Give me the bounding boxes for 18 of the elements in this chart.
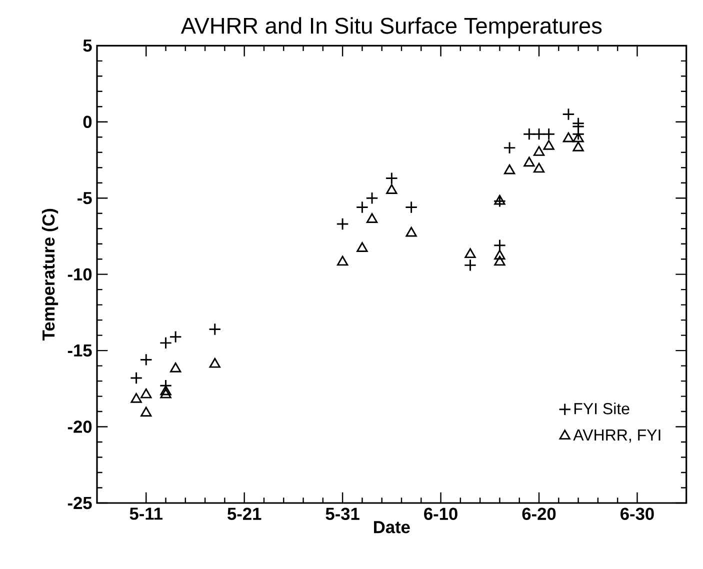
x-tick-label: 5-11 (130, 508, 162, 520)
x-tick-label: 6-30 (620, 508, 654, 520)
x-axis-title: Date (374, 521, 410, 534)
y-tick-label: -10 (68, 268, 92, 280)
y-axis-title: Temperature (C) (42, 208, 58, 340)
y-tick-label: -25 (68, 496, 92, 510)
x-tick-label: 5-21 (228, 508, 262, 520)
y-tick-label: 0 (83, 116, 92, 128)
y-tick-label: -15 (68, 344, 92, 357)
legend-label: FYI Site (574, 402, 630, 414)
x-tick-label: 6-10 (424, 508, 458, 520)
x-tick-label: 5-31 (326, 508, 360, 520)
chart-title: AVHRR and In Situ Surface Temperatures (180, 17, 602, 38)
x-tick-label: 6-20 (522, 508, 556, 520)
y-tick-label: -5 (78, 192, 92, 204)
legend-label: AVHRR, FYI (573, 430, 660, 443)
y-tick-label: -20 (68, 420, 92, 433)
y-tick-label: 5 (83, 40, 92, 52)
